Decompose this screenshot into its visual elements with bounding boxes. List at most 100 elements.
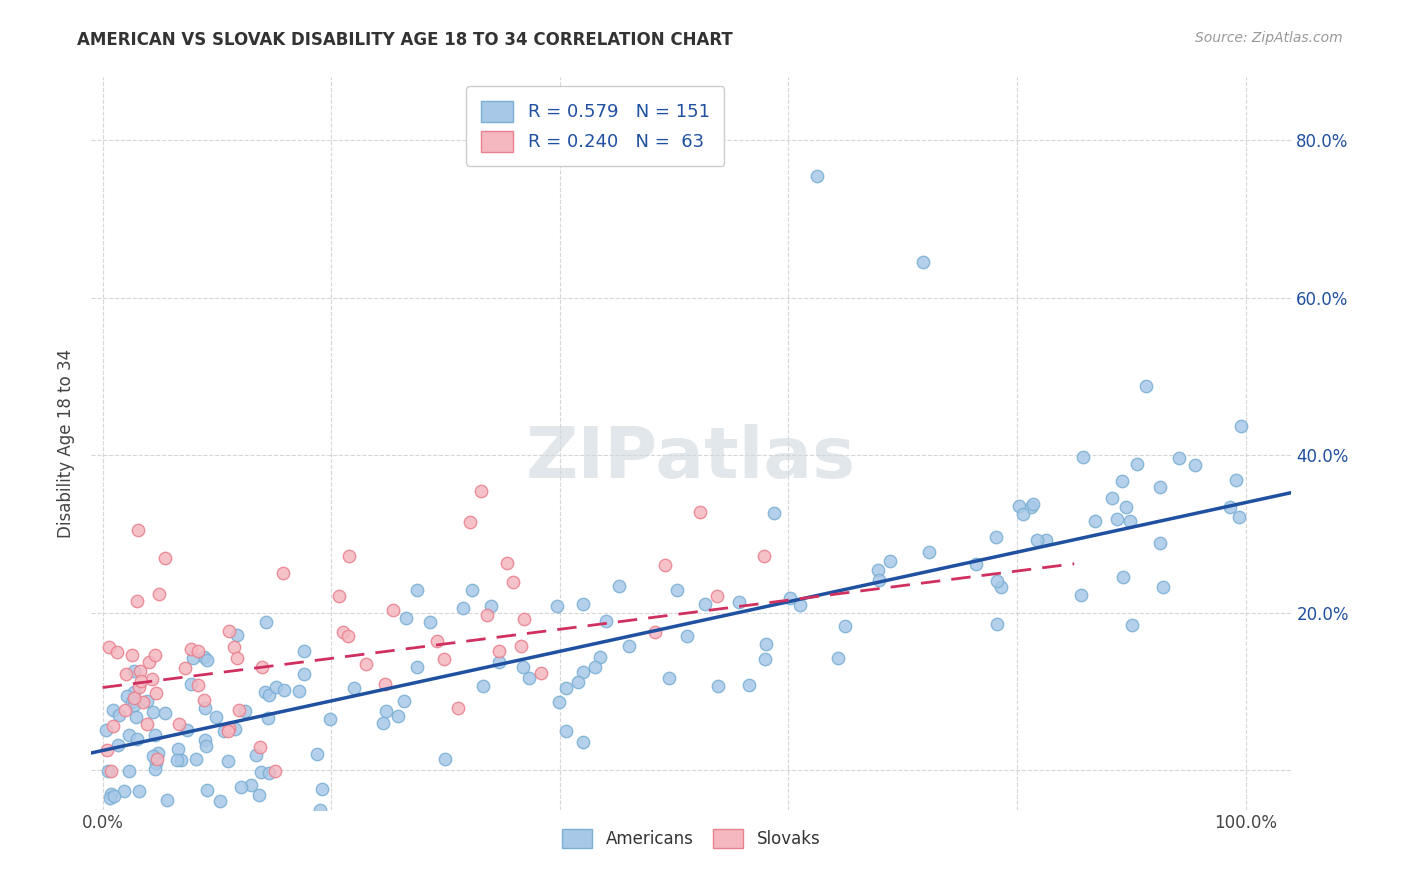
Point: [1219, 500, 1241, 515]
Point: [337, 549, 360, 563]
Point: [387, 708, 409, 723]
Point: [1121, 617, 1143, 632]
Point: [879, 554, 901, 568]
Point: [689, 505, 711, 519]
Legend: R = 0.579   N = 151, R = 0.240   N =  63: R = 0.579 N = 151, R = 0.240 N = 63: [467, 87, 724, 166]
Point: [706, 589, 728, 603]
Point: [693, 598, 716, 612]
Point: [1026, 533, 1049, 547]
Point: [1152, 581, 1174, 595]
Point: [738, 678, 761, 692]
Point: [571, 735, 593, 749]
Point: [193, 649, 215, 664]
Point: [187, 678, 209, 692]
Point: [148, 746, 170, 760]
Point: [217, 724, 239, 739]
Point: [271, 566, 294, 581]
Point: [128, 784, 150, 798]
Point: [125, 710, 148, 724]
Point: [115, 667, 138, 681]
Point: [472, 679, 495, 693]
Point: [98, 791, 121, 805]
Point: [1149, 536, 1171, 550]
Point: [548, 695, 571, 709]
Point: [617, 640, 640, 654]
Point: [1225, 473, 1247, 487]
Point: [806, 169, 828, 183]
Point: [143, 763, 166, 777]
Point: [554, 681, 576, 696]
Point: [141, 672, 163, 686]
Y-axis label: Disability Age 18 to 34: Disability Age 18 to 34: [58, 349, 75, 538]
Point: [395, 611, 418, 625]
Point: [122, 664, 145, 678]
Point: [250, 659, 273, 673]
Point: [226, 628, 249, 642]
Point: [103, 789, 125, 804]
Point: [1007, 499, 1029, 513]
Point: [273, 682, 295, 697]
Point: [475, 607, 498, 622]
Point: [583, 660, 606, 674]
Point: [1111, 474, 1133, 488]
Point: [142, 749, 165, 764]
Point: [145, 751, 167, 765]
Point: [127, 523, 149, 537]
Point: [1101, 491, 1123, 506]
Point: [328, 589, 350, 603]
Point: [167, 742, 190, 756]
Point: [827, 651, 849, 665]
Point: [332, 625, 354, 640]
Point: [129, 673, 152, 688]
Point: [156, 793, 179, 807]
Point: [460, 582, 482, 597]
Point: [354, 657, 377, 671]
Point: [488, 643, 510, 657]
Point: [121, 648, 143, 662]
Point: [121, 694, 143, 708]
Point: [405, 660, 427, 674]
Point: [122, 684, 145, 698]
Point: [1184, 458, 1206, 473]
Point: [228, 703, 250, 717]
Point: [609, 579, 631, 593]
Point: [166, 753, 188, 767]
Point: [374, 676, 396, 690]
Point: [1071, 450, 1094, 464]
Point: [1019, 500, 1042, 515]
Point: [122, 690, 145, 705]
Point: [253, 815, 276, 830]
Point: [433, 651, 456, 665]
Point: [180, 677, 202, 691]
Point: [447, 701, 470, 715]
Point: [419, 615, 441, 629]
Point: [567, 674, 589, 689]
Point: [502, 574, 524, 589]
Point: [145, 756, 167, 770]
Point: [208, 793, 231, 807]
Point: [205, 710, 228, 724]
Point: [311, 782, 333, 797]
Point: [240, 778, 263, 792]
Point: [249, 765, 271, 780]
Point: [307, 747, 329, 761]
Point: [124, 698, 146, 713]
Point: [187, 644, 209, 658]
Point: [143, 728, 166, 742]
Point: [990, 580, 1012, 594]
Point: [1230, 419, 1253, 434]
Point: [170, 753, 193, 767]
Point: [406, 582, 429, 597]
Point: [1227, 509, 1250, 524]
Point: [479, 599, 502, 613]
Point: [309, 803, 332, 817]
Point: [101, 719, 124, 733]
Point: [1084, 514, 1107, 528]
Point: [495, 557, 517, 571]
Point: [249, 740, 271, 755]
Point: [595, 614, 617, 628]
Point: [174, 661, 197, 675]
Point: [224, 722, 246, 736]
Point: [118, 764, 141, 778]
Point: [1107, 512, 1129, 526]
